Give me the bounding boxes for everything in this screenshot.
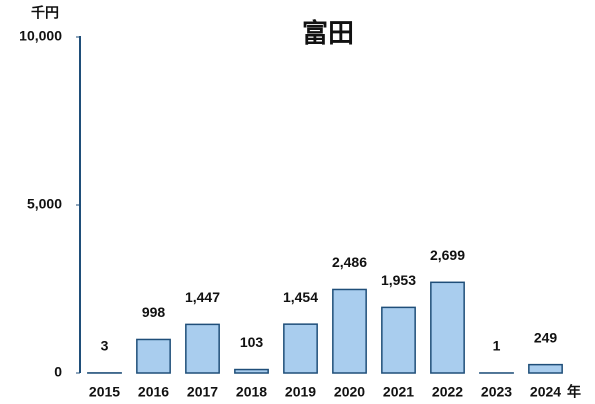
x-tick-label: 2016	[138, 384, 169, 400]
x-tick-label: 2023	[481, 384, 512, 400]
data-label: 103	[240, 334, 264, 350]
x-axis-label: 年	[567, 384, 581, 400]
y-tick-label: 0	[54, 364, 62, 380]
bar	[136, 338, 171, 374]
bar	[185, 323, 220, 374]
data-label: 249	[534, 329, 558, 345]
chart-title: 富田	[302, 18, 354, 48]
bar	[234, 368, 269, 374]
data-label: 998	[142, 304, 166, 320]
x-tick-label: 2021	[383, 384, 414, 400]
data-label: 1	[493, 338, 501, 354]
bar	[381, 306, 416, 374]
y-tick-label: 5,000	[27, 196, 62, 212]
data-label: 2,486	[332, 254, 367, 270]
x-tick-label: 2019	[285, 384, 316, 400]
bar	[528, 363, 563, 374]
data-label: 1,454	[283, 289, 318, 305]
x-tick-label: 2015	[89, 384, 120, 400]
bar	[430, 281, 465, 374]
x-tick-label: 2017	[187, 384, 218, 400]
data-label: 1,953	[381, 272, 416, 288]
y-axis-label: 千円	[31, 5, 59, 21]
x-tick-label: 2020	[334, 384, 365, 400]
data-label: 3	[101, 338, 109, 354]
x-tick-label: 2018	[236, 384, 267, 400]
data-label: 2,699	[430, 247, 465, 263]
bar	[332, 288, 367, 374]
bar	[283, 323, 318, 374]
x-tick-label: 2022	[432, 384, 463, 400]
y-tick-label: 10,000	[19, 28, 62, 44]
x-tick-label: 2024	[530, 384, 561, 400]
data-label: 1,447	[185, 289, 220, 305]
